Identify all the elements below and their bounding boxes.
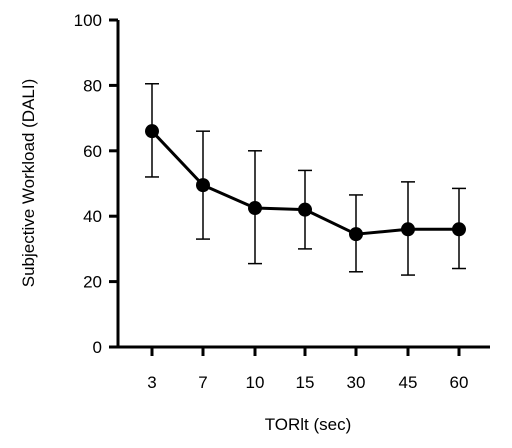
x-tick-label: 15 — [296, 373, 315, 392]
x-tick-label: 45 — [399, 373, 418, 392]
data-point — [401, 222, 415, 237]
data-point — [196, 178, 210, 193]
x-tick-label: 7 — [198, 373, 207, 392]
data-point — [298, 202, 312, 217]
y-tick-label: 20 — [83, 273, 102, 292]
x-tick-label: 10 — [246, 373, 265, 392]
y-tick-label: 0 — [93, 338, 102, 357]
y-tick-label: 100 — [74, 11, 102, 30]
data-point — [145, 124, 159, 139]
data-points — [145, 124, 466, 242]
y-axis-title: Subjective Workload (DALI) — [19, 79, 38, 288]
y-tick-label: 80 — [83, 76, 102, 95]
x-axis-title: TORlt (sec) — [265, 415, 352, 434]
y-tick-label: 40 — [83, 207, 102, 226]
error-bars — [145, 83, 466, 276]
x-tick-label: 60 — [450, 373, 469, 392]
y-axis: 0 20 40 60 80 100 — [74, 11, 120, 357]
x-tick-label: 30 — [347, 373, 366, 392]
data-point — [248, 201, 262, 216]
data-point — [452, 222, 466, 237]
x-axis: 3 7 10 15 30 45 60 — [116, 345, 490, 392]
x-tick-label: 3 — [147, 373, 156, 392]
y-tick-label: 60 — [83, 142, 102, 161]
data-point — [349, 227, 363, 242]
